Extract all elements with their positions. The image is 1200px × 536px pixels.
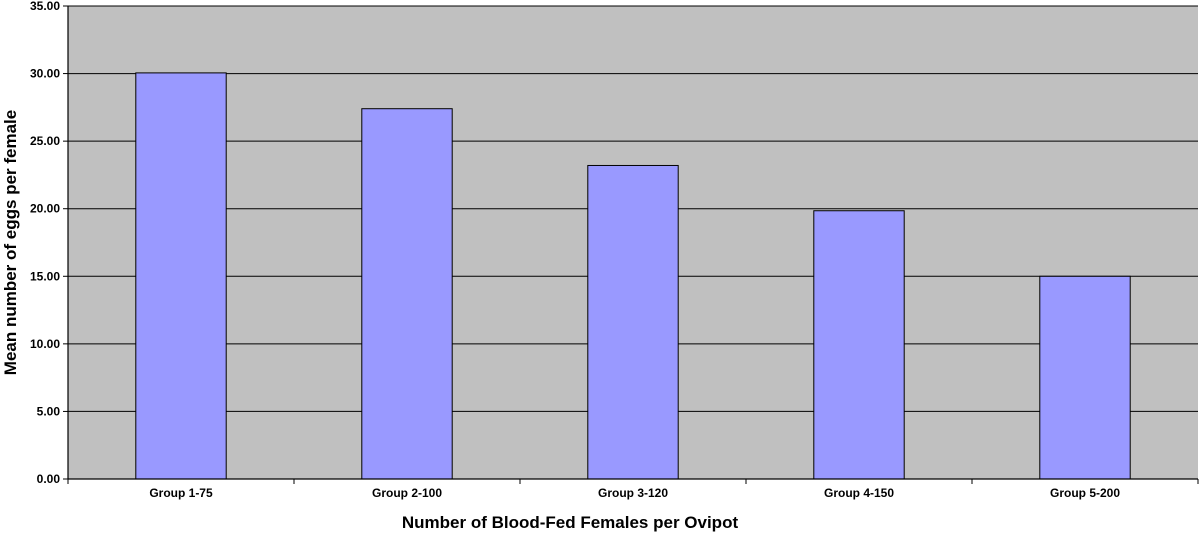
- x-tick-label: Group 2-100: [372, 486, 442, 500]
- x-tick-label: Group 4-150: [824, 486, 894, 500]
- y-axis-title: Mean number of eggs per female: [1, 110, 20, 375]
- bar-2: [361, 108, 453, 480]
- bar-4: [813, 210, 905, 480]
- x-axis-title: Number of Blood-Fed Females per Ovipot: [402, 513, 739, 532]
- y-tick-label: 25.00: [30, 134, 60, 148]
- x-tick-label: Group 3-120: [598, 486, 668, 500]
- x-tick-labels: Group 1-75 Group 2-100 Group 3-120 Group 4-…: [67, 479, 1199, 500]
- bar-1: [135, 72, 227, 480]
- y-tick-label: 35.00: [30, 0, 60, 13]
- bar-5: [1039, 275, 1131, 480]
- y-tick-label: 0.00: [37, 472, 61, 486]
- y-tick-label: 20.00: [30, 202, 60, 216]
- y-tick-labels: 0.00 5.00 10.00 15.00 20.00 25.00 30.00 35.00: [30, 0, 68, 486]
- y-tick-label: 30.00: [30, 67, 60, 81]
- y-tick-label: 15.00: [30, 269, 60, 283]
- y-tick-label: 10.00: [30, 337, 60, 351]
- x-tick-label: Group 5-200: [1050, 486, 1120, 500]
- axes: [67, 6, 1198, 480]
- bar-3: [587, 164, 679, 480]
- y-tick-label: 5.00: [37, 404, 61, 418]
- x-tick-label: Group 1-75: [149, 486, 213, 500]
